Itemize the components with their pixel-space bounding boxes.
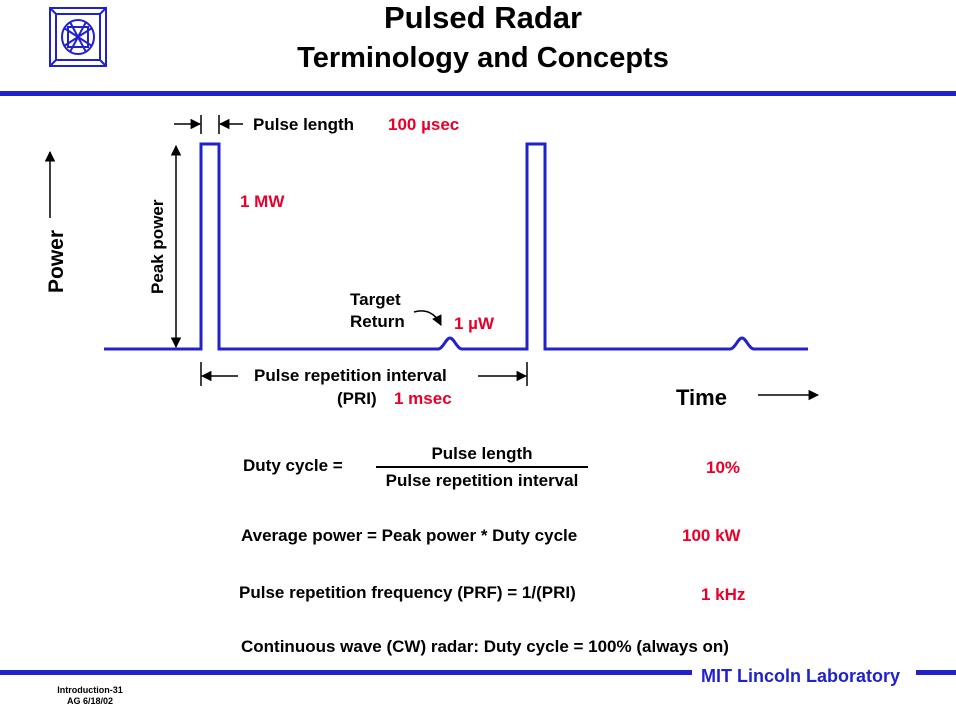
average-power-formula: Average power = Peak power * Duty cycle: [241, 526, 578, 545]
footer-org: MIT Lincoln Laboratory: [701, 666, 901, 686]
peak-power-value: 1 MW: [240, 192, 285, 211]
footer-divider-right: [916, 670, 956, 675]
duty-cycle-label: Duty cycle =: [243, 456, 343, 475]
duty-cycle-value: 10%: [706, 458, 741, 477]
header-divider: [0, 91, 956, 96]
average-power-value: 100 kW: [682, 526, 741, 545]
time-axis-label: Time: [676, 385, 727, 410]
footer-divider-left: [0, 670, 692, 675]
fraction-bar: [376, 466, 588, 468]
footer-slide-id: Introduction-31: [57, 685, 123, 695]
target-return-label-line2: Return: [350, 312, 405, 331]
target-return-label-line1: Target: [350, 290, 401, 309]
page-subtitle: Terminology and Concepts: [297, 42, 669, 74]
page-title: Pulsed Radar: [383, 0, 583, 35]
duty-cycle-numerator: Pulse length: [431, 444, 533, 463]
footer-slide-date: AG 6/18/02: [66, 696, 114, 706]
prf-value: 1 kHz: [701, 585, 746, 604]
pri-abbrev: (PRI): [337, 389, 377, 408]
target-return-arrow: [413, 310, 442, 326]
prf-formula: Pulse repetition frequency (PRF) = 1/(PR…: [239, 583, 576, 602]
pri-value: 1 msec: [394, 389, 452, 408]
peak-power-label: Peak power: [148, 199, 167, 294]
power-axis-label: Power: [45, 230, 68, 293]
pulse-waveform: [104, 142, 808, 351]
pulse-length-value: 100 µsec: [388, 115, 460, 134]
cw-radar-note: Continuous wave (CW) radar: Duty cycle =…: [241, 637, 729, 656]
target-return-value: 1 µW: [454, 314, 495, 333]
pri-label: Pulse repetition interval: [254, 366, 447, 385]
pulse-length-label: Pulse length: [253, 115, 355, 134]
pulse-diagram: Power Peak power: [44, 115, 820, 401]
mit-ll-logo: [48, 6, 108, 68]
duty-cycle-denominator: Pulse repetition interval: [385, 471, 579, 490]
